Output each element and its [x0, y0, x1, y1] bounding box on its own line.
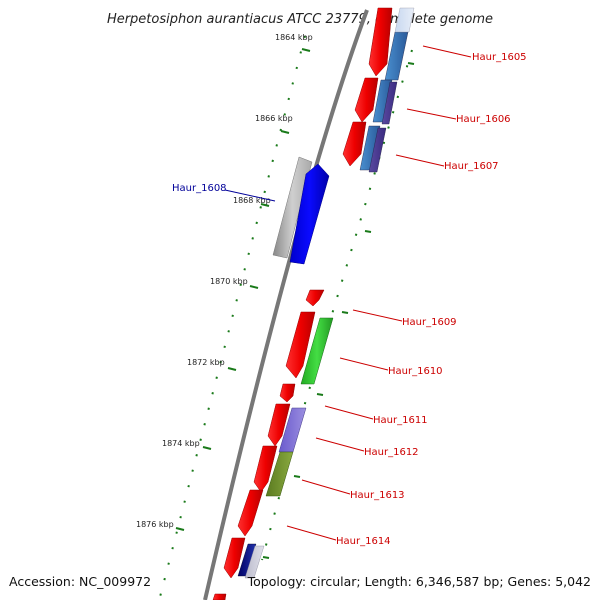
tick-label-1872: 1872 kbp [187, 358, 225, 367]
gene-label-haur-1608[interactable]: Haur_1608 [172, 183, 227, 194]
map-title: Herpetosiphon aurantiacus ATCC 23779, co… [107, 12, 493, 27]
feature-box[interactable] [394, 7, 415, 33]
feature-box[interactable] [300, 317, 334, 385]
gene-arrow[interactable] [267, 403, 291, 447]
outer-tick-track [159, 35, 306, 598]
feature-box[interactable] [368, 127, 387, 173]
gene-arrow[interactable] [253, 445, 278, 493]
tick-label-1866: 1866 kbp [255, 114, 293, 123]
tick-label-1864: 1864 kbp [275, 33, 313, 42]
gene-label-haur-1611[interactable]: Haur_1611 [373, 415, 428, 426]
gene-arrow[interactable] [354, 77, 379, 123]
gene-arrow[interactable] [368, 7, 393, 77]
feature-box[interactable] [265, 451, 294, 497]
genome-backbone [203, 9, 369, 600]
gene-label-haur-1612[interactable]: Haur_1612 [364, 447, 419, 458]
gene-arrow[interactable] [279, 383, 296, 403]
forward-genes [212, 7, 393, 600]
gene-arrow[interactable] [342, 121, 367, 167]
gene-arrow[interactable] [305, 289, 325, 307]
genome-info-text: Topology: circular; Length: 6,346,587 bp… [247, 574, 591, 589]
gene-arrow[interactable] [212, 593, 227, 600]
accession-text: Accession: NC_009972 [9, 574, 151, 589]
gene-label-haur-1609[interactable]: Haur_1609 [402, 317, 457, 328]
gene-box-gray[interactable] [272, 156, 313, 259]
gene-label-haur-1606[interactable]: Haur_1606 [456, 114, 511, 125]
feature-boxes [237, 7, 415, 579]
inner-tick-track [299, 49, 413, 421]
gene-label-haur-1610[interactable]: Haur_1610 [388, 366, 443, 377]
feature-box[interactable] [381, 81, 398, 125]
gene-label-haur-1605[interactable]: Haur_1605 [472, 52, 527, 63]
gene-arrow[interactable] [237, 489, 264, 537]
gene-label-haur-1614[interactable]: Haur_1614 [336, 536, 391, 547]
gene-arrow-blue[interactable] [289, 163, 330, 265]
major-ticks [175, 48, 415, 559]
tick-label-1868: 1868 kbp [233, 196, 271, 205]
gene-arrow[interactable] [223, 537, 246, 579]
gene-arrow[interactable] [285, 311, 316, 379]
reverse-genes [272, 156, 330, 265]
gene-label-haur-1607[interactable]: Haur_1607 [444, 161, 499, 172]
label-leaders [224, 45, 472, 541]
gene-label-haur-1613[interactable]: Haur_1613 [350, 490, 405, 501]
feature-box[interactable] [244, 545, 265, 579]
tick-label-1874: 1874 kbp [162, 439, 200, 448]
tick-label-1870: 1870 kbp [210, 277, 248, 286]
tick-label-1876: 1876 kbp [136, 520, 174, 529]
